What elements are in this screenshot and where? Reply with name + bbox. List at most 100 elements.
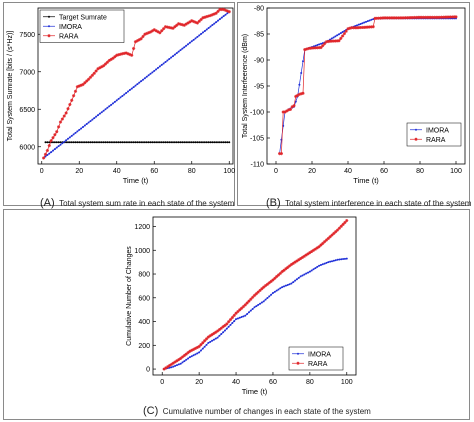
data-point (204, 337, 209, 341)
data-point (132, 46, 136, 51)
x-tick-label: 80 (416, 168, 424, 175)
series-line (43, 11, 230, 159)
data-point (199, 342, 203, 347)
data-point (223, 323, 227, 327)
data-point (236, 309, 240, 314)
data-point (67, 137, 69, 140)
data-point (110, 103, 113, 106)
legend-label: Target Sumrate (59, 14, 107, 21)
data-point (382, 16, 386, 20)
data-point (156, 30, 160, 34)
y-tick-label: -110 (251, 162, 265, 169)
data-point (162, 27, 166, 31)
data-point (190, 141, 193, 144)
data-point (281, 110, 285, 114)
data-point (173, 53, 176, 56)
data-point (143, 32, 147, 36)
x-axis-ticks: 0 20 40 60 80 100 (274, 161, 462, 175)
data-point (154, 29, 158, 33)
data-point (288, 107, 292, 111)
data-point (174, 364, 177, 367)
data-point (283, 285, 286, 288)
data-point (123, 93, 126, 96)
data-point (411, 15, 415, 20)
data-point (61, 142, 64, 145)
data-point (103, 62, 108, 66)
data-point (209, 25, 212, 28)
data-point (181, 361, 184, 364)
data-point (277, 288, 280, 291)
data-point (431, 15, 435, 19)
data-point (286, 283, 289, 286)
data-point (74, 131, 77, 134)
data-point (345, 218, 349, 223)
data-point (170, 141, 173, 144)
x-axis-ticks: 0 20 40 60 80 100 (160, 372, 353, 386)
data-point (447, 15, 451, 19)
data-point (128, 52, 132, 57)
data-point (177, 22, 181, 26)
data-point (319, 243, 323, 247)
data-point (228, 318, 233, 322)
data-point (173, 141, 176, 144)
data-point (130, 53, 134, 57)
data-point (207, 14, 211, 18)
data-point (95, 115, 98, 118)
data-point (202, 31, 204, 34)
data-point (46, 141, 49, 144)
data-point (53, 148, 56, 151)
data-point (276, 273, 281, 277)
data-point (166, 365, 170, 369)
data-point (434, 15, 438, 19)
data-point (377, 16, 381, 20)
data-point (310, 249, 314, 254)
data-point (214, 11, 218, 15)
data-point (422, 15, 426, 19)
x-axis-label: Time (t) (123, 176, 149, 185)
data-point (72, 94, 76, 98)
data-point (118, 52, 123, 56)
data-point (184, 22, 188, 26)
data-point (200, 141, 203, 144)
data-point (90, 73, 94, 77)
data-point (323, 240, 327, 244)
data-point (192, 38, 195, 41)
data-point (158, 141, 161, 144)
data-point (342, 31, 346, 36)
data-point (55, 146, 58, 149)
data-point (115, 141, 118, 144)
data-point (170, 366, 173, 369)
y-axis-label: Total System Sumrate [bits / (s*Hz)] (7, 31, 14, 142)
data-point (57, 145, 60, 148)
data-point (314, 267, 317, 270)
data-point (321, 263, 324, 266)
data-point (153, 141, 156, 144)
data-point (57, 141, 60, 144)
data-point (267, 281, 271, 285)
data-point (231, 321, 234, 324)
data-point (243, 303, 247, 307)
data-point (195, 345, 199, 350)
data-point (119, 141, 122, 144)
caption-c-letter: (C) (143, 405, 159, 417)
data-point (85, 123, 88, 126)
data-point (203, 29, 206, 32)
data-point (128, 141, 131, 144)
data-point (133, 40, 138, 44)
data-point (93, 141, 96, 144)
data-point (326, 39, 330, 44)
y-tick-label: 1000 (134, 248, 150, 255)
data-point (121, 94, 124, 97)
data-point (220, 16, 223, 19)
data-point (427, 15, 431, 19)
data-point (263, 284, 268, 288)
data-point (203, 345, 206, 348)
y-axis-ticks: 0 200 400 600 800 1000 1200 (134, 224, 156, 374)
x-tick-label: 100 (223, 168, 235, 175)
data-point (436, 15, 440, 19)
data-point (290, 282, 293, 285)
data-point (124, 51, 128, 55)
data-point (216, 336, 219, 339)
y-tick-label: 6000 (19, 144, 35, 151)
data-point (117, 141, 120, 144)
